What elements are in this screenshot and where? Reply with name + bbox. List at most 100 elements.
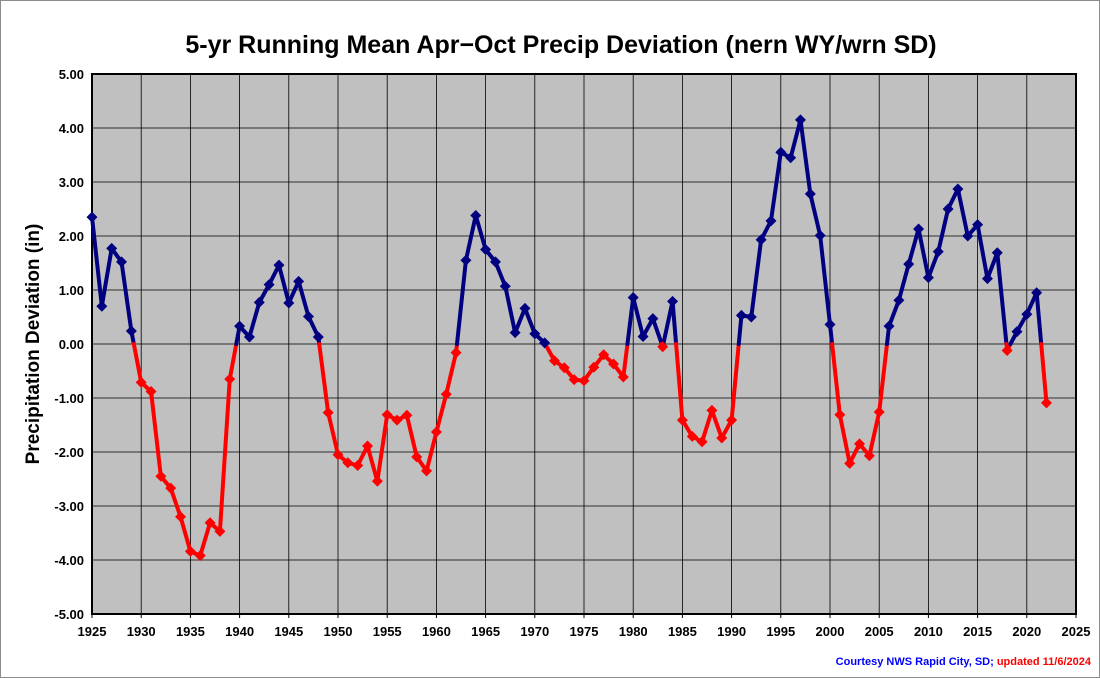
series-line-segment xyxy=(434,392,449,435)
data-point-marker xyxy=(440,388,452,400)
x-tick-label: 1980 xyxy=(619,624,648,639)
series-line-segment xyxy=(90,215,104,309)
series-line-segment xyxy=(621,342,630,379)
data-point-marker xyxy=(676,414,688,426)
data-point-marker xyxy=(608,358,620,370)
data-point-marker xyxy=(96,300,108,312)
y-tick-label: 0.00 xyxy=(59,337,84,352)
data-point-marker xyxy=(411,451,423,463)
series-line-segment xyxy=(131,342,144,385)
series-line-segment xyxy=(975,222,990,281)
series-line-segment xyxy=(276,263,291,305)
credit-updated: updated 11/6/2024 xyxy=(996,656,1091,668)
data-point-marker xyxy=(293,275,305,287)
data-point-marker xyxy=(834,409,846,421)
data-point-marker xyxy=(450,347,462,359)
series-line-segment xyxy=(227,342,239,382)
y-tick-label: -5.00 xyxy=(54,607,84,622)
data-point-marker xyxy=(214,525,226,537)
data-point-marker xyxy=(755,234,767,246)
data-point-marker xyxy=(588,361,600,373)
series-line-segment xyxy=(317,342,331,415)
series-line-segment xyxy=(625,295,636,346)
series-line-segment xyxy=(896,262,911,303)
plot-area: 1925 1930 1935 1940 1945 1950 1955 1960 1965 1970… xyxy=(54,67,1090,639)
data-point-marker xyxy=(106,242,118,254)
series-line-segment xyxy=(906,226,921,267)
data-point-marker xyxy=(804,188,816,200)
data-point-marker xyxy=(598,349,610,361)
series-line-segment xyxy=(168,486,183,519)
x-tick-label: 2020 xyxy=(1012,624,1041,639)
series-line-segment xyxy=(631,295,646,339)
x-tick-label: 1960 xyxy=(422,624,451,639)
data-point-marker xyxy=(509,327,521,339)
y-tick-label: 4.00 xyxy=(59,121,84,136)
series-line-segment xyxy=(473,213,488,252)
x-tick-label: 1930 xyxy=(127,624,156,639)
data-point-marker xyxy=(470,209,482,221)
data-point-marker xyxy=(686,430,698,442)
data-point-marker xyxy=(1001,344,1013,356)
data-point-marker xyxy=(529,328,541,340)
data-point-marker xyxy=(480,244,492,255)
series-line-segment xyxy=(995,250,1009,346)
x-tick-label: 1985 xyxy=(668,624,697,639)
x-tick-label: 2005 xyxy=(865,624,894,639)
series-line-segment xyxy=(709,408,724,440)
series-line-segment xyxy=(700,408,714,444)
data-point-marker xyxy=(184,545,196,557)
series-line-segment xyxy=(788,117,803,160)
x-tick-label: 1935 xyxy=(176,624,205,639)
data-point-marker xyxy=(578,375,590,387)
data-point-marker xyxy=(637,330,649,342)
data-point-marker xyxy=(86,211,98,223)
data-point-marker xyxy=(854,438,866,450)
data-point-marker xyxy=(814,229,826,241)
series-line-segment xyxy=(217,377,232,534)
data-point-marker xyxy=(194,550,206,562)
data-point-marker xyxy=(273,259,285,271)
series-line-segment xyxy=(926,249,941,280)
data-point-marker xyxy=(913,223,925,235)
data-point-marker xyxy=(706,404,718,416)
data-point-marker xyxy=(302,310,314,322)
data-point-marker xyxy=(342,457,354,469)
data-point-marker xyxy=(932,246,944,258)
x-tick-label: 1955 xyxy=(373,624,402,639)
series-line-segment xyxy=(661,299,675,346)
data-point-marker xyxy=(1021,308,1033,320)
series-line-segment xyxy=(916,226,931,280)
data-point-marker xyxy=(745,311,757,323)
data-point-marker xyxy=(263,279,275,291)
y-tick-label: 1.00 xyxy=(59,283,84,298)
data-point-marker xyxy=(489,256,501,268)
data-point-marker xyxy=(716,432,728,444)
y-tick-label: 2.00 xyxy=(59,229,84,244)
series-line-segment xyxy=(178,514,193,554)
series-line-segment xyxy=(837,412,852,466)
series-line-segment xyxy=(768,150,783,223)
series-line-segment xyxy=(877,342,889,415)
data-point-marker xyxy=(667,295,679,307)
y-tick-label: 3.00 xyxy=(59,175,84,190)
data-point-marker xyxy=(332,449,344,461)
y-tick-label: -1.00 xyxy=(54,391,84,406)
data-point-marker xyxy=(253,296,265,308)
series-line-segment xyxy=(149,389,163,479)
data-point-marker xyxy=(224,373,236,385)
data-point-marker xyxy=(204,517,216,529)
series-line-segment xyxy=(798,117,813,196)
data-point-marker xyxy=(125,325,137,337)
data-point-marker xyxy=(972,219,984,231)
data-point-marker xyxy=(991,247,1003,259)
data-point-marker xyxy=(735,309,747,321)
series-line-segment xyxy=(1039,342,1049,405)
series-line-segment xyxy=(830,342,842,417)
data-point-marker xyxy=(903,258,915,270)
series-line-segment xyxy=(808,191,823,238)
data-point-marker xyxy=(962,230,974,242)
series-line-segment xyxy=(522,306,537,336)
y-axis-label: Precipitation Deviation (in) xyxy=(23,224,44,465)
